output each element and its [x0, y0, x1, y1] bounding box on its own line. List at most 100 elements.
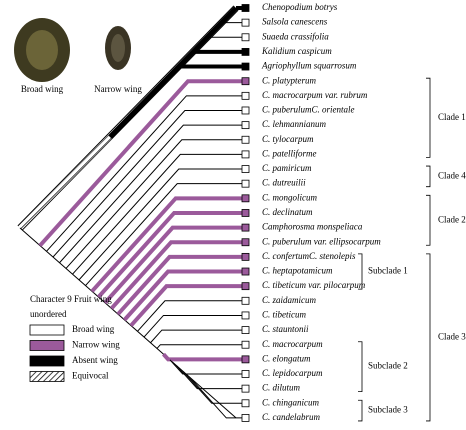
subclade-bracket — [358, 253, 363, 290]
taxon-label: C. macrocarpum var. rubrum — [262, 90, 368, 100]
subclade-bracket — [358, 399, 363, 422]
tip-state — [241, 194, 250, 203]
taxon-label: C. macrocarpum — [262, 339, 323, 349]
tip-state — [241, 223, 250, 232]
taxon-label: C. tibeticum var. pilocarpum — [262, 280, 366, 290]
clade-label: Clade 4 — [438, 170, 466, 180]
legend-label: Equivocal — [72, 371, 109, 381]
branch — [46, 95, 242, 252]
taxon-label: Camphorosma monspeliaca — [262, 222, 363, 232]
taxon-label: Suaeda crassifolia — [262, 31, 329, 41]
tip-state — [241, 399, 250, 408]
branch — [110, 240, 242, 310]
tip-state — [241, 150, 250, 159]
tip-state — [241, 311, 250, 320]
broad-wing-center — [26, 30, 58, 70]
taxon-label: Chenopodium botrys — [262, 2, 338, 12]
taxon-label: C. lehmannianum — [262, 119, 326, 129]
legend-title: Character 9 Fruit wing — [30, 294, 112, 304]
taxon-label: C. patelliforme — [262, 148, 317, 158]
legend-label: Broad wing — [72, 324, 115, 334]
image-label: Broad wing — [21, 84, 64, 94]
branch — [38, 79, 242, 247]
legend-swatch — [29, 340, 65, 351]
legend-swatch — [29, 355, 65, 367]
taxon-label: Salsola canescens — [262, 17, 328, 27]
taxon-label: Kalidium caspicum — [261, 46, 332, 56]
tip-state — [241, 384, 250, 393]
branch — [169, 359, 242, 375]
branch — [103, 225, 242, 305]
subclade-label: Subclade 3 — [368, 405, 408, 415]
tip-state — [241, 209, 250, 217]
taxon-label: Agriophyllum squarrosum — [261, 61, 357, 71]
branch — [182, 370, 242, 404]
taxon-label: C. pamiricum — [262, 163, 312, 173]
branch — [78, 168, 242, 281]
taxon-label: C. confertumC. stenolepis — [262, 251, 356, 261]
tip-state — [241, 165, 250, 173]
branch — [162, 352, 242, 362]
branch — [72, 153, 242, 275]
clade-bracket — [426, 253, 431, 422]
tip-state — [241, 4, 250, 12]
tip-state — [241, 33, 250, 42]
taxon-label: C. zaidamicum — [262, 295, 317, 305]
taxon-label: C. tylocarpum — [262, 134, 314, 144]
clade-bracket — [426, 165, 431, 188]
branch — [129, 284, 242, 327]
tip-state — [241, 340, 250, 349]
tip-state — [241, 106, 250, 115]
branch — [143, 314, 242, 338]
taxon-label: C. platypterum — [262, 75, 316, 85]
branch — [19, 227, 237, 419]
tip-state — [241, 252, 250, 261]
taxon-label: C. chinganicum — [262, 397, 319, 407]
taxon-label: C. dutreuilii — [262, 178, 306, 188]
tip-state — [241, 296, 250, 305]
taxon-label: C. puberulumC. orientale — [262, 105, 355, 115]
taxon-label: C. declinatum — [262, 207, 313, 217]
branch — [59, 124, 242, 264]
tip-state — [241, 18, 250, 27]
tip-state — [241, 121, 250, 130]
legend-label: Narrow wing — [72, 340, 120, 350]
branch — [90, 196, 242, 293]
tip-state — [241, 355, 250, 364]
subclade-bracket — [358, 341, 363, 393]
clade-label: Clade 1 — [438, 112, 466, 122]
tip-state — [241, 179, 250, 188]
clade-label: Clade 3 — [438, 331, 466, 341]
branch-hatch — [18, 135, 112, 230]
taxon-label: C. tibeticum — [262, 310, 306, 320]
legend-label: Absent wing — [72, 355, 118, 365]
subclade-label: Subclade 1 — [368, 266, 408, 276]
branch — [85, 183, 242, 286]
taxon-label: C. stauntonii — [262, 324, 309, 334]
legend-swatch — [29, 371, 65, 382]
clade-bracket — [426, 77, 431, 158]
tip-state — [241, 370, 250, 378]
clade-label: Clade 2 — [438, 214, 466, 224]
branch — [189, 376, 242, 419]
branch — [97, 210, 242, 299]
taxon-label: C. heptapotamicum — [262, 266, 333, 276]
tip-state — [241, 135, 250, 144]
tip-state — [241, 62, 250, 71]
image-label: Narrow wing — [94, 84, 142, 94]
tip-state — [241, 238, 250, 247]
tip-state — [241, 267, 250, 276]
branch — [108, 6, 238, 139]
branch — [65, 139, 242, 269]
tree — [17, 4, 250, 422]
taxon-label: C. lepidocarpum — [262, 368, 323, 378]
branch — [150, 329, 242, 344]
taxon-label: C. candelabrum — [262, 412, 320, 422]
branch — [123, 269, 242, 322]
branch — [137, 300, 242, 332]
clade-bracket — [426, 194, 431, 246]
tip-state — [241, 414, 250, 422]
taxon-label: C. mongolicum — [262, 192, 317, 202]
taxon-label: C. elongatum — [262, 353, 311, 363]
branch — [176, 365, 242, 390]
